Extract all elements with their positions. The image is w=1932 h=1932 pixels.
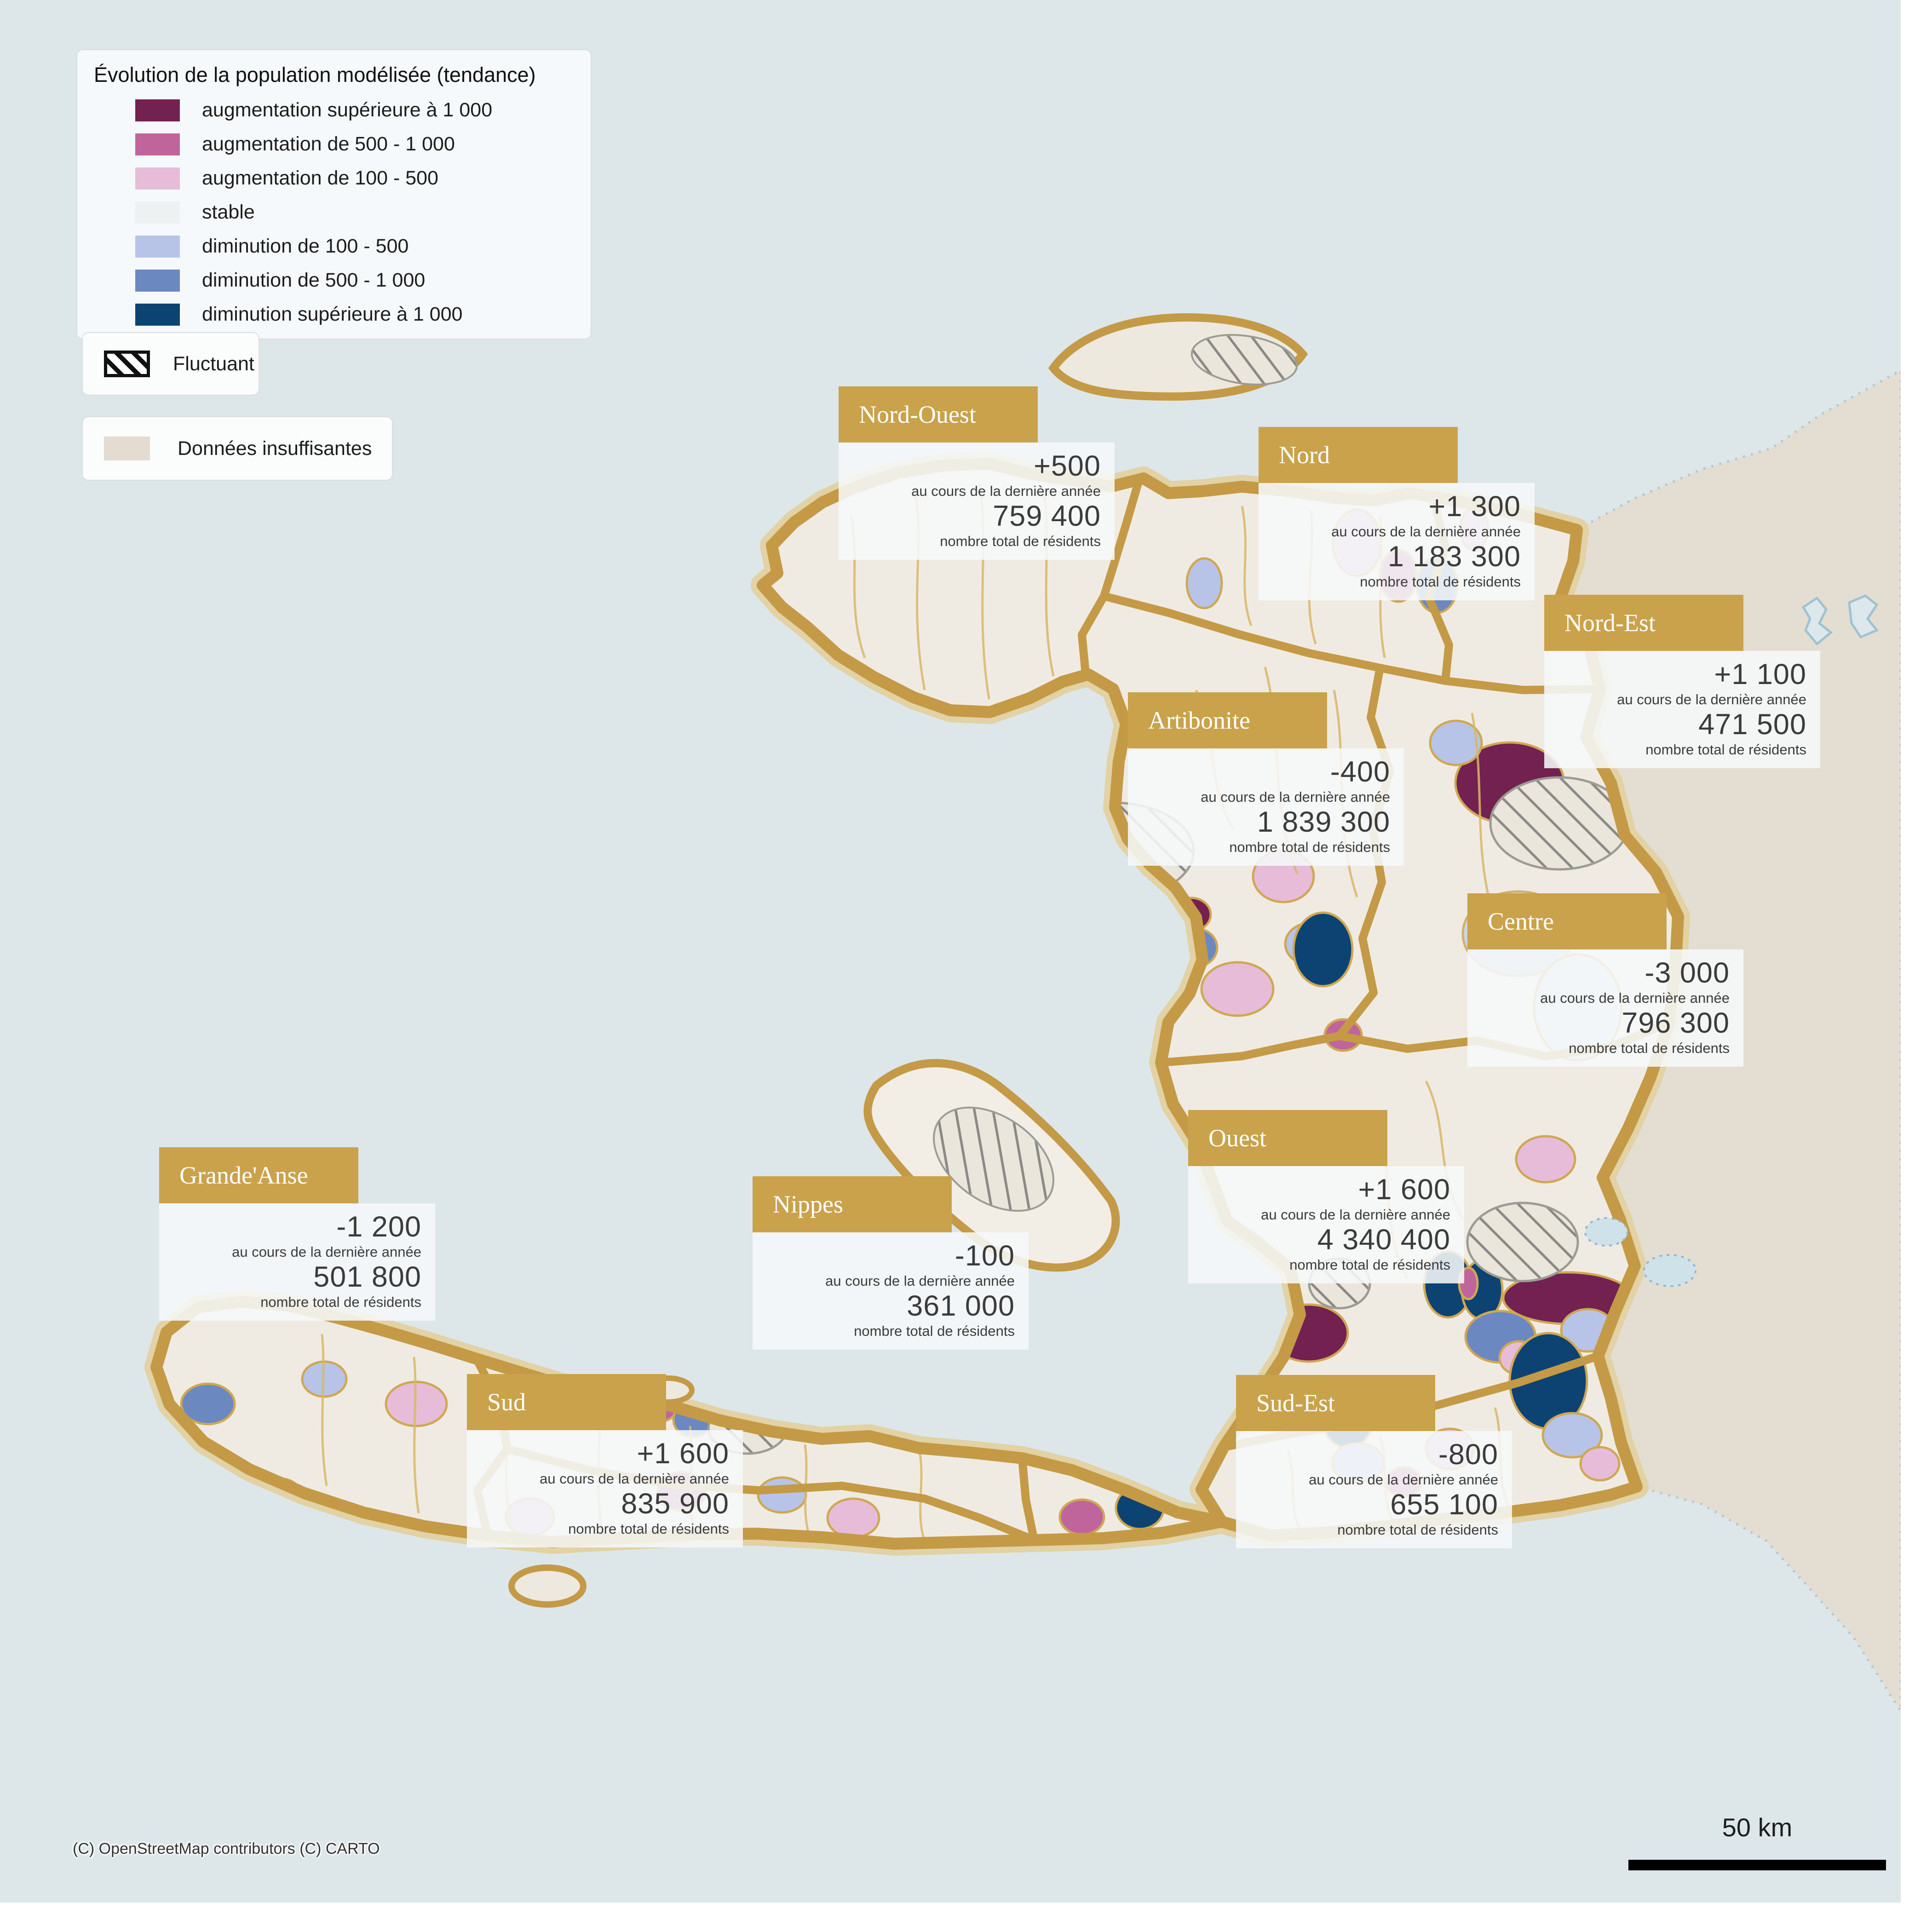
- population-change: +500: [1034, 450, 1101, 482]
- legend-insufficient-data: Données insuffisantes: [82, 416, 393, 481]
- legend-fluctuant: Fluctuant: [82, 332, 259, 396]
- department-name: Sud: [487, 1388, 526, 1416]
- population-total: 759 400: [993, 500, 1101, 533]
- department-name: Nippes: [773, 1190, 843, 1218]
- population-total: 471 500: [1698, 708, 1806, 741]
- department-name: Nord-Ouest: [859, 401, 976, 428]
- change-caption: au cours de la dernière année: [1261, 1206, 1450, 1223]
- map-attribution[interactable]: (C) OpenStreetMap contributors (C) CARTO: [73, 1840, 380, 1857]
- legend-swatch-increase-small: [135, 167, 180, 190]
- population-change: -400: [1330, 756, 1390, 788]
- population-total: 1 839 300: [1257, 806, 1390, 839]
- total-caption: nombre total de résidents: [1229, 839, 1390, 855]
- map-area: Évolution de la population modélisée (te…: [0, 0, 1901, 1903]
- department-name: Nord-Est: [1564, 609, 1656, 637]
- total-caption: nombre total de résidents: [1337, 1521, 1498, 1538]
- scale-bar-group: 50 km: [1628, 1812, 1886, 1870]
- change-caption: au cours de la dernière année: [825, 1272, 1015, 1289]
- population-total: 835 900: [621, 1488, 729, 1520]
- total-caption: nombre total de résidents: [1289, 1256, 1450, 1273]
- legend-item: diminution supérieure à 1 000: [91, 303, 577, 326]
- legend-item: augmentation supérieure à 1 000: [91, 99, 577, 121]
- legend-swatch-decrease-medium: [135, 269, 180, 292]
- population-change: -3 000: [1644, 957, 1730, 989]
- total-caption: nombre total de résidents: [1569, 1040, 1730, 1056]
- department-name: Centre: [1488, 908, 1554, 935]
- population-change: -100: [954, 1240, 1015, 1272]
- legend-swatch-decrease-small: [135, 235, 180, 258]
- change-caption: au cours de la dernière année: [1331, 523, 1521, 540]
- population-change: -800: [1438, 1438, 1498, 1471]
- island-vache: [508, 1564, 586, 1608]
- population-total: 501 800: [313, 1261, 421, 1294]
- legend-title: Évolution de la population modélisée (te…: [94, 63, 536, 86]
- change-caption: au cours de la dernière année: [1617, 691, 1806, 707]
- change-caption: au cours de la dernière année: [1540, 989, 1730, 1006]
- total-caption: nombre total de résidents: [1360, 573, 1521, 590]
- legend-panel: Évolution de la population modélisée (te…: [76, 49, 592, 339]
- population-change: +1 600: [1358, 1173, 1450, 1206]
- total-caption: nombre total de résidents: [854, 1322, 1015, 1339]
- legend-swatch-increase-medium: [135, 133, 180, 155]
- department-card-nord: Nord +1 300 au cours de la dernière anné…: [1259, 427, 1535, 600]
- legend-item: augmentation de 100 - 500: [91, 167, 577, 190]
- department-card-artibonite: Artibonite -400 au cours de la dernière …: [1128, 692, 1404, 866]
- island-gonave-hatch: [933, 1106, 1054, 1212]
- department-name: Grande'Anse: [179, 1162, 308, 1189]
- population-total: 361 000: [907, 1290, 1015, 1322]
- lakes: [1584, 1217, 1696, 1287]
- department-name: Sud-Est: [1256, 1389, 1335, 1417]
- change-caption: au cours de la dernière année: [1201, 788, 1390, 805]
- population-total: 4 340 400: [1317, 1224, 1450, 1256]
- change-caption: au cours de la dernière année: [1309, 1471, 1498, 1488]
- population-change: +1 300: [1428, 490, 1521, 523]
- islands: [508, 313, 1308, 1608]
- department-name: Nord: [1279, 441, 1330, 469]
- legend-item: diminution de 500 - 1 000: [91, 269, 577, 292]
- legend-swatch-increase-large: [135, 99, 180, 121]
- legend-swatch-insufficient-data: [104, 437, 150, 460]
- legend-swatch-decrease-large: [135, 303, 180, 326]
- population-change: -1 200: [336, 1211, 421, 1243]
- population-total: 1 183 300: [1387, 540, 1521, 573]
- legend-item: stable: [91, 201, 577, 224]
- change-caption: au cours de la dernière année: [911, 483, 1101, 499]
- island-tortue-hatch: [1190, 334, 1298, 385]
- department-card-nippes: Nippes -100 au cours de la dernière anné…: [753, 1176, 1029, 1350]
- population-change: +1 100: [1714, 658, 1806, 690]
- total-caption: nombre total de résidents: [940, 533, 1101, 549]
- population-total: 796 300: [1622, 1007, 1730, 1040]
- legend-item: augmentation de 500 - 1 000: [91, 133, 577, 155]
- legend-swatch-stable: [135, 201, 180, 224]
- change-caption: au cours de la dernière année: [540, 1470, 729, 1487]
- population-change: +1 600: [637, 1438, 729, 1470]
- legend-item: diminution de 100 - 500: [91, 235, 577, 258]
- department-card-sud-est: Sud-Est -800 au cours de la dernière ann…: [1236, 1375, 1512, 1548]
- offshore-cays: [1801, 594, 1879, 646]
- scale-label: 50 km: [1722, 1813, 1793, 1842]
- department-name: Ouest: [1208, 1124, 1266, 1152]
- department-card-centre: Centre -3 000 au cours de la dernière an…: [1467, 893, 1743, 1067]
- total-caption: nombre total de résidents: [1645, 741, 1806, 758]
- department-card-nord-ouest: Nord-Ouest +500 au cours de la dernière …: [839, 386, 1115, 560]
- department-card-sud: Sud +1 600 au cours de la dernière année…: [467, 1374, 743, 1547]
- scale-bar: [1628, 1860, 1886, 1870]
- total-caption: nombre total de résidents: [260, 1294, 421, 1310]
- change-caption: au cours de la dernière année: [232, 1243, 421, 1260]
- department-card-grande-anse: Grande'Anse -1 200 au cours de la derniè…: [159, 1147, 435, 1321]
- department-name: Artibonite: [1148, 707, 1250, 734]
- population-total: 655 100: [1390, 1489, 1498, 1521]
- legend-swatch-fluctuant-hatch: [104, 351, 150, 377]
- department-card-ouest: Ouest +1 600 au cours de la dernière ann…: [1188, 1110, 1464, 1283]
- department-card-nord-est: Nord-Est +1 100 au cours de la dernière …: [1544, 595, 1820, 768]
- total-caption: nombre total de résidents: [568, 1520, 729, 1537]
